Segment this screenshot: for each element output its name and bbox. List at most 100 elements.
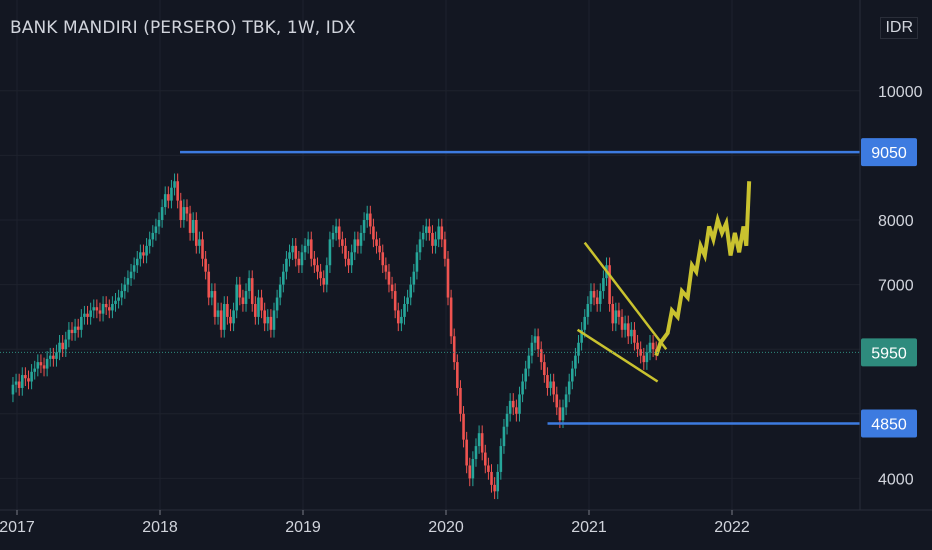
candle-body	[477, 433, 481, 447]
candle-body	[645, 352, 649, 363]
candle-body	[27, 378, 30, 382]
candle-body	[518, 394, 521, 414]
candle-body	[505, 413, 509, 427]
candle-body	[101, 303, 105, 314]
candle-body	[449, 297, 453, 337]
candle-body	[76, 326, 80, 330]
candle-body	[626, 323, 630, 337]
price-label: 9050	[871, 145, 907, 162]
candle-body	[86, 313, 89, 317]
candle-body	[515, 407, 518, 414]
candle-body	[58, 342, 61, 353]
candle-body	[589, 291, 593, 304]
price-label-box	[861, 138, 917, 167]
candle-body	[188, 213, 192, 233]
candle-body	[636, 342, 639, 350]
candle-body	[204, 258, 207, 272]
candle-series	[11, 173, 658, 500]
candle-body	[586, 303, 590, 317]
candle-body	[107, 307, 111, 311]
candle-body	[375, 239, 378, 246]
price-label: 4850	[871, 416, 907, 433]
candle-body	[241, 297, 245, 304]
candle-body	[316, 265, 319, 272]
candle-body	[92, 307, 96, 311]
candle-body	[191, 220, 195, 233]
candle-body	[592, 291, 596, 298]
time-tick: 2019	[285, 519, 321, 536]
candle-body	[381, 252, 385, 266]
candle-body	[595, 297, 599, 304]
candle-body	[428, 226, 431, 233]
candle-body	[226, 303, 229, 317]
candle-body	[201, 239, 204, 259]
candle-body	[527, 355, 531, 369]
candle-body	[111, 303, 114, 311]
candle-body	[157, 220, 161, 227]
candle-body	[24, 375, 27, 379]
candle-body	[409, 284, 413, 298]
currency-label[interactable]: IDR	[880, 17, 918, 39]
candle-body	[555, 394, 559, 408]
candle-body	[216, 310, 220, 317]
candle-body	[365, 213, 369, 220]
candle-body	[20, 375, 24, 388]
candle-body	[48, 355, 52, 359]
candle-body	[396, 310, 400, 324]
candle-body	[465, 439, 468, 466]
candle-body	[521, 381, 524, 395]
time-axis[interactable]: 2017 2018 2019 2020 2021 2022	[0, 509, 932, 536]
candle-body	[598, 291, 602, 304]
candle-body	[14, 381, 18, 385]
candle-body	[456, 362, 459, 388]
candle-body	[471, 459, 475, 479]
candle-body	[319, 271, 322, 279]
candle-body	[285, 258, 288, 272]
price-axis[interactable]: 4000 7000 8000 10000	[859, 0, 923, 510]
candle-body	[198, 239, 201, 246]
candle-body	[117, 297, 120, 301]
candle-body	[362, 220, 366, 233]
candle-body	[623, 323, 627, 330]
candle-body	[11, 384, 15, 395]
candle-body	[154, 226, 158, 233]
candle-body	[257, 297, 260, 317]
candle-body	[434, 239, 437, 246]
candle-body	[372, 226, 375, 240]
candle-body	[630, 329, 633, 337]
candle-body	[446, 258, 450, 298]
candle-body	[341, 239, 344, 246]
candle-body	[219, 310, 223, 330]
candle-body	[195, 220, 198, 246]
candle-body	[468, 465, 472, 479]
price-label-box	[861, 409, 917, 438]
candle-body	[30, 371, 33, 382]
candle-body	[263, 310, 266, 324]
candle-body	[378, 245, 381, 253]
candle-body	[387, 271, 391, 285]
candle-body	[55, 352, 58, 359]
level-lines	[180, 150, 860, 425]
candle-body	[608, 265, 611, 304]
candle-body	[331, 232, 335, 240]
candle-body	[309, 239, 313, 259]
candle-body	[306, 239, 310, 246]
time-tick: 2020	[428, 519, 464, 536]
candle-body	[347, 258, 350, 266]
candle-body	[406, 297, 409, 304]
candle-body	[73, 326, 77, 334]
projection-line	[654, 181, 752, 357]
candle-body	[384, 265, 388, 272]
candle-body	[474, 446, 478, 460]
candle-body	[502, 426, 506, 447]
candle-body	[17, 381, 21, 388]
candle-body	[437, 226, 440, 240]
candle-body	[95, 307, 99, 311]
candle-body	[424, 226, 428, 233]
time-tick: 2017	[0, 519, 35, 536]
candle-body	[493, 484, 496, 492]
candle-body	[651, 342, 655, 350]
candle-body	[294, 245, 298, 259]
candle-body	[142, 252, 145, 256]
